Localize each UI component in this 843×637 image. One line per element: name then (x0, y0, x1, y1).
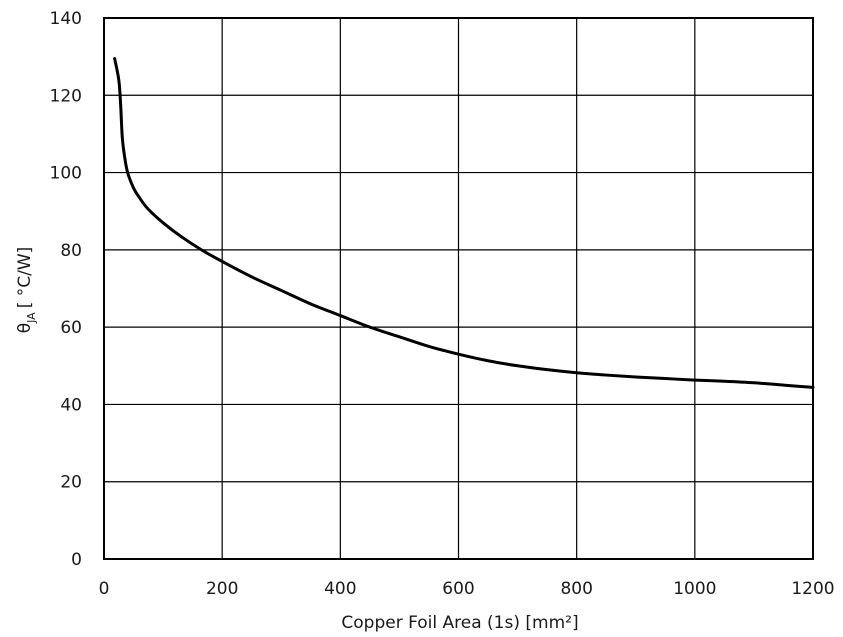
y-tick-label-100: 100 (50, 164, 82, 184)
y-axis-tick-labels: 0 20 40 60 80 100 120 140 (50, 9, 82, 570)
y-tick-label-40: 40 (60, 395, 82, 415)
x-tick-label-600: 600 (442, 579, 474, 599)
x-tick-label-800: 800 (560, 579, 592, 599)
y-axis-title-subscript: JA (25, 312, 38, 324)
plot-area-frame (103, 17, 814, 560)
y-tick-label-20: 20 (60, 473, 82, 493)
y-tick-label-140: 140 (50, 9, 82, 29)
x-tick-label-1200: 1200 (791, 579, 834, 599)
y-tick-label-0: 0 (71, 550, 82, 570)
x-axis-title: Copper Foil Area (1s) [mm²] (341, 613, 578, 633)
x-axis-tick-labels: 0 200 400 600 800 1000 1200 (99, 579, 835, 599)
y-axis-title-symbol: θ (15, 323, 35, 333)
x-tick-label-1000: 1000 (673, 579, 716, 599)
y-tick-label-120: 120 (50, 86, 82, 106)
x-tick-label-400: 400 (324, 579, 356, 599)
y-tick-label-60: 60 (60, 318, 82, 338)
x-tick-label-0: 0 (99, 579, 110, 599)
y-tick-label-80: 80 (60, 241, 82, 261)
series-line-theta-ja (113, 57, 815, 389)
y-axis-title-unit: [ °C/W] (15, 247, 35, 309)
x-tick-label-200: 200 (206, 579, 238, 599)
grid-lines (103, 17, 814, 560)
y-axis-title: θJA [ °C/W] (15, 247, 38, 334)
